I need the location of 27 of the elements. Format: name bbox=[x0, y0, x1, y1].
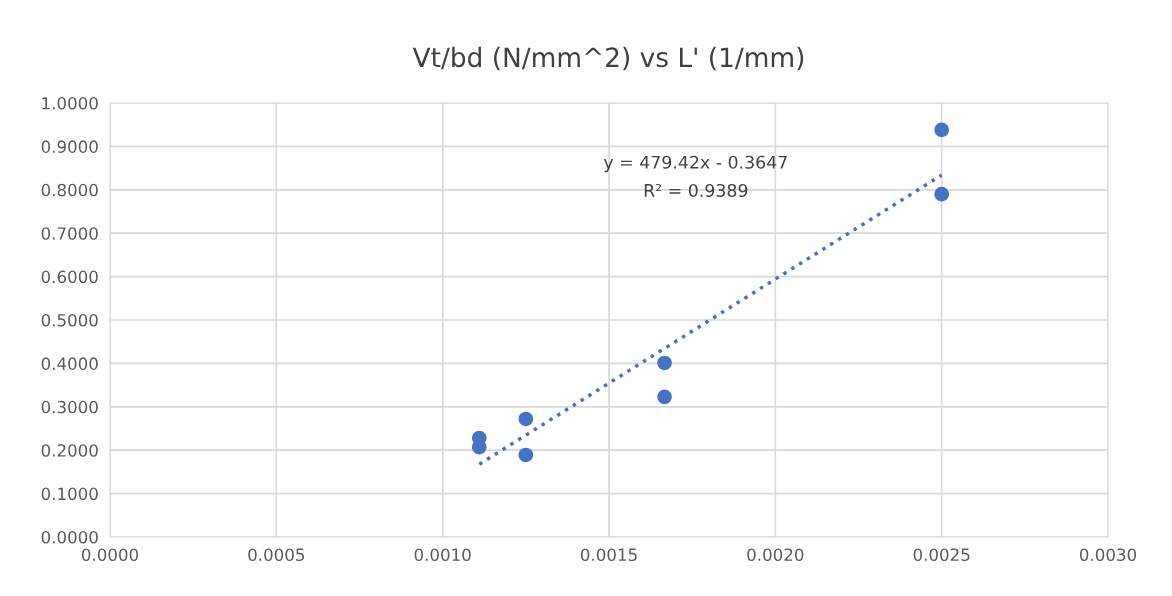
point bbox=[657, 389, 672, 405]
chart-title: Vt/bd (N/mm^2) vs L' (1/mm) bbox=[412, 46, 804, 71]
point bbox=[518, 411, 534, 427]
x-tick-label: 0.0000 bbox=[81, 548, 139, 562]
x-tick-label: 0.0015 bbox=[580, 548, 637, 562]
y-tick-label: 0.1000 bbox=[41, 487, 98, 501]
x-tick-label: 0.0025 bbox=[913, 548, 970, 562]
y-tick-label: 0.9000 bbox=[41, 140, 98, 153]
y-tick-label: 0.6000 bbox=[41, 270, 98, 284]
annotation: y = 479.42x - 0.3647 bbox=[603, 155, 787, 173]
point bbox=[934, 186, 949, 202]
x-tick-label: 0.0020 bbox=[747, 548, 804, 562]
point bbox=[934, 122, 949, 138]
y-tick-label: 0.2000 bbox=[41, 444, 98, 457]
y-tick-label: 0.8000 bbox=[41, 183, 98, 197]
y-tick-label: 0.3000 bbox=[41, 400, 98, 414]
x-tick-label: 0.0010 bbox=[414, 548, 471, 562]
y-tick-label: 1.0000 bbox=[42, 96, 98, 110]
point bbox=[518, 447, 534, 463]
y-tick-label: 0.7000 bbox=[41, 227, 98, 240]
y-tick-label: 0.0000 bbox=[41, 530, 98, 544]
x-tick-label: 0.0005 bbox=[248, 548, 305, 562]
x-tick-label: 0.0030 bbox=[1079, 548, 1137, 562]
annotation: R² = 0.9389 bbox=[644, 183, 748, 198]
point bbox=[657, 355, 672, 371]
y-tick-label: 0.4000 bbox=[41, 357, 98, 370]
y-tick-label: 0.5000 bbox=[41, 313, 98, 327]
